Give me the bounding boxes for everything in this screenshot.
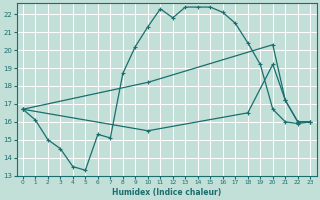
X-axis label: Humidex (Indice chaleur): Humidex (Indice chaleur) bbox=[112, 188, 221, 197]
